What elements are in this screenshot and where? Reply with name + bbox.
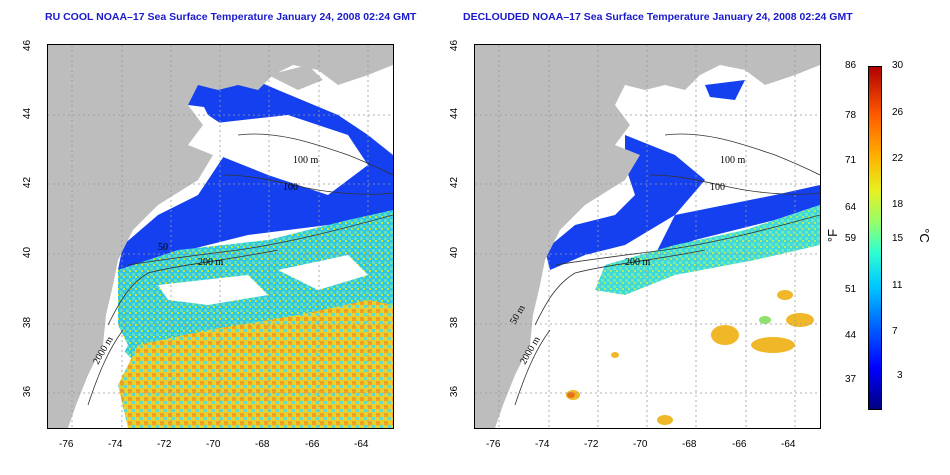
right-map-title: DECLOUDED NOAA–17 Sea Surface Temperatur… [463, 11, 853, 23]
y-tick: 40 [449, 246, 461, 259]
y-tick: 44 [449, 107, 461, 120]
x-tick: -66 [305, 439, 320, 450]
celsius-tick: 11 [892, 280, 903, 291]
mid-water-region [595, 205, 820, 295]
cold-water-region [118, 77, 393, 270]
x-tick: -66 [732, 439, 747, 450]
celsius-tick: 26 [892, 107, 904, 118]
x-tick: -68 [255, 439, 270, 450]
x-tick: -64 [781, 439, 796, 450]
y-tick: 36 [449, 385, 461, 398]
x-tick: -72 [584, 439, 599, 450]
warm-water-region [118, 300, 393, 428]
fahrenheit-tick: 37 [845, 374, 857, 385]
celsius-tick: 18 [892, 199, 904, 210]
y-tick: 40 [22, 246, 34, 259]
contour-label: 100 [710, 182, 725, 193]
fahrenheit-unit-label: °F [825, 228, 841, 243]
left-sst-map: 100 m 100 200 m 50 2000 m [47, 44, 394, 429]
contour-label: 200 m [198, 257, 224, 268]
y-tick: 42 [449, 176, 461, 189]
y-tick: 46 [449, 39, 461, 52]
fahrenheit-tick: 71 [845, 155, 857, 166]
y-tick: 36 [22, 385, 34, 398]
fahrenheit-tick: 44 [845, 330, 857, 341]
celsius-tick: 30 [892, 60, 904, 71]
celsius-tick: 7 [892, 326, 898, 337]
x-tick: -76 [486, 439, 501, 450]
x-tick: -72 [157, 439, 172, 450]
temperature-colorbar [868, 66, 882, 410]
contour-label: 50 [158, 242, 168, 253]
fahrenheit-tick: 64 [845, 202, 857, 213]
y-tick: 42 [22, 176, 34, 189]
right-sst-map: 100 m 100 200 m 50 m 2000 m [474, 44, 821, 429]
y-tick: 38 [449, 316, 461, 329]
fahrenheit-tick: 86 [845, 60, 857, 71]
y-tick: 46 [22, 39, 34, 52]
x-tick: -70 [206, 439, 221, 450]
fahrenheit-tick: 78 [845, 110, 857, 121]
celsius-unit-label: °C [916, 228, 932, 243]
x-tick: -64 [354, 439, 369, 450]
fahrenheit-tick: 59 [845, 233, 857, 244]
y-tick: 38 [22, 316, 34, 329]
y-tick: 44 [22, 107, 34, 120]
contour-label: 100 m [720, 155, 746, 166]
contour-label: 200 m [625, 257, 651, 268]
celsius-tick: 3 [897, 370, 903, 381]
land [475, 45, 820, 428]
x-tick: -70 [633, 439, 648, 450]
celsius-tick: 15 [892, 233, 904, 244]
warm-water-patches [566, 290, 814, 425]
contour-label: 100 [283, 182, 298, 193]
celsius-tick: 22 [892, 153, 904, 164]
land [48, 45, 393, 428]
contour-label: 100 m [293, 155, 319, 166]
x-tick: -74 [535, 439, 550, 450]
fahrenheit-tick: 51 [845, 284, 857, 295]
cold-water-region [545, 135, 705, 270]
left-map-title: RU COOL NOAA–17 Sea Surface Temperature … [45, 11, 417, 23]
x-tick: -76 [59, 439, 74, 450]
x-tick: -68 [682, 439, 697, 450]
x-tick: -74 [108, 439, 123, 450]
